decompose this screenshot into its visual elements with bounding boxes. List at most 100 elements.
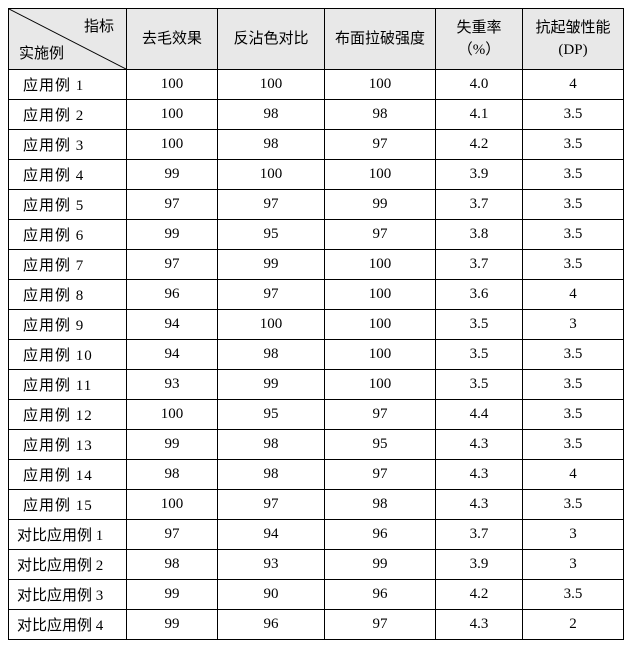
data-cell: 95 xyxy=(325,430,436,460)
data-cell: 97 xyxy=(325,400,436,430)
data-cell: 4 xyxy=(523,460,624,490)
table-row: 对比应用例 39990964.23.5 xyxy=(9,580,624,610)
data-cell: 99 xyxy=(127,610,218,640)
table-row: 应用例 9941001003.53 xyxy=(9,310,624,340)
data-cell: 4.2 xyxy=(436,130,523,160)
data-cell: 3.5 xyxy=(523,190,624,220)
data-cell: 3 xyxy=(523,520,624,550)
data-cell: 99 xyxy=(325,190,436,220)
row-label: 应用例 3 xyxy=(9,130,127,160)
data-cell: 3.5 xyxy=(523,490,624,520)
data-cell: 99 xyxy=(127,160,218,190)
header-row: 指标 实施例 去毛效果 反沾色对比 布面拉破强度 失重率（%） 抗起皱性能(DP… xyxy=(9,9,624,70)
data-cell: 97 xyxy=(218,190,325,220)
data-cell: 99 xyxy=(127,220,218,250)
data-cell: 90 xyxy=(218,580,325,610)
data-cell: 3.9 xyxy=(436,550,523,580)
table-row: 对比应用例 49996974.32 xyxy=(9,610,624,640)
data-cell: 3.5 xyxy=(523,130,624,160)
table-row: 应用例 69995973.83.5 xyxy=(9,220,624,250)
table-row: 应用例 797991003.73.5 xyxy=(9,250,624,280)
row-label: 应用例 8 xyxy=(9,280,127,310)
row-label: 应用例 12 xyxy=(9,400,127,430)
data-cell: 96 xyxy=(218,610,325,640)
data-cell: 3.5 xyxy=(523,580,624,610)
data-cell: 96 xyxy=(127,280,218,310)
data-cell: 99 xyxy=(218,250,325,280)
data-cell: 4.1 xyxy=(436,100,523,130)
data-cell: 3.5 xyxy=(436,310,523,340)
data-cell: 97 xyxy=(325,460,436,490)
data-cell: 3.9 xyxy=(436,160,523,190)
data-cell: 97 xyxy=(325,610,436,640)
data-cell: 98 xyxy=(218,460,325,490)
row-label: 应用例 11 xyxy=(9,370,127,400)
row-label: 应用例 10 xyxy=(9,340,127,370)
data-cell: 3.8 xyxy=(436,220,523,250)
data-cell: 3.5 xyxy=(523,160,624,190)
table-row: 应用例 139998954.33.5 xyxy=(9,430,624,460)
data-cell: 100 xyxy=(127,130,218,160)
data-cell: 100 xyxy=(218,70,325,100)
row-label: 应用例 9 xyxy=(9,310,127,340)
data-cell: 100 xyxy=(325,280,436,310)
data-cell: 100 xyxy=(325,160,436,190)
table-row: 应用例 310098974.23.5 xyxy=(9,130,624,160)
data-cell: 3.6 xyxy=(436,280,523,310)
row-label: 应用例 13 xyxy=(9,430,127,460)
data-cell: 100 xyxy=(325,370,436,400)
data-cell: 3.7 xyxy=(436,520,523,550)
data-cell: 100 xyxy=(218,310,325,340)
data-cell: 3.7 xyxy=(436,250,523,280)
data-cell: 4 xyxy=(523,280,624,310)
data-cell: 95 xyxy=(218,220,325,250)
data-cell: 3.5 xyxy=(523,430,624,460)
data-cell: 97 xyxy=(127,250,218,280)
data-cell: 4.3 xyxy=(436,430,523,460)
diag-label-top: 指标 xyxy=(84,15,114,36)
row-label: 应用例 15 xyxy=(9,490,127,520)
data-cell: 99 xyxy=(127,580,218,610)
col-header: 失重率（%） xyxy=(436,9,523,70)
data-cell: 98 xyxy=(218,130,325,160)
row-label: 应用例 2 xyxy=(9,100,127,130)
table-row: 对比应用例 19794963.73 xyxy=(9,520,624,550)
data-cell: 3.5 xyxy=(523,400,624,430)
data-cell: 3.7 xyxy=(436,190,523,220)
data-cell: 93 xyxy=(127,370,218,400)
data-cell: 96 xyxy=(325,580,436,610)
table-row: 应用例 59797993.73.5 xyxy=(9,190,624,220)
data-cell: 96 xyxy=(325,520,436,550)
data-cell: 3 xyxy=(523,550,624,580)
row-label: 应用例 5 xyxy=(9,190,127,220)
data-cell: 95 xyxy=(218,400,325,430)
data-cell: 3 xyxy=(523,310,624,340)
table-row: 应用例 4991001003.93.5 xyxy=(9,160,624,190)
data-cell: 94 xyxy=(218,520,325,550)
row-label: 应用例 1 xyxy=(9,70,127,100)
data-cell: 98 xyxy=(218,340,325,370)
col-header: 布面拉破强度 xyxy=(325,9,436,70)
data-cell: 2 xyxy=(523,610,624,640)
data-cell: 4.3 xyxy=(436,490,523,520)
data-cell: 98 xyxy=(325,490,436,520)
data-cell: 3.5 xyxy=(523,100,624,130)
table-row: 应用例 1094981003.53.5 xyxy=(9,340,624,370)
data-cell: 3.5 xyxy=(436,370,523,400)
data-cell: 100 xyxy=(127,70,218,100)
data-cell: 99 xyxy=(218,370,325,400)
table-row: 对比应用例 29893993.93 xyxy=(9,550,624,580)
data-cell: 100 xyxy=(127,490,218,520)
data-cell: 94 xyxy=(127,310,218,340)
data-cell: 98 xyxy=(127,460,218,490)
data-table: 指标 实施例 去毛效果 反沾色对比 布面拉破强度 失重率（%） 抗起皱性能(DP… xyxy=(8,8,624,640)
table-row: 应用例 11001001004.04 xyxy=(9,70,624,100)
table-row: 应用例 149898974.34 xyxy=(9,460,624,490)
data-cell: 3.5 xyxy=(523,250,624,280)
data-cell: 100 xyxy=(325,250,436,280)
data-cell: 94 xyxy=(127,340,218,370)
data-cell: 4.0 xyxy=(436,70,523,100)
col-header: 去毛效果 xyxy=(127,9,218,70)
table-row: 应用例 1210095974.43.5 xyxy=(9,400,624,430)
row-label: 应用例 14 xyxy=(9,460,127,490)
